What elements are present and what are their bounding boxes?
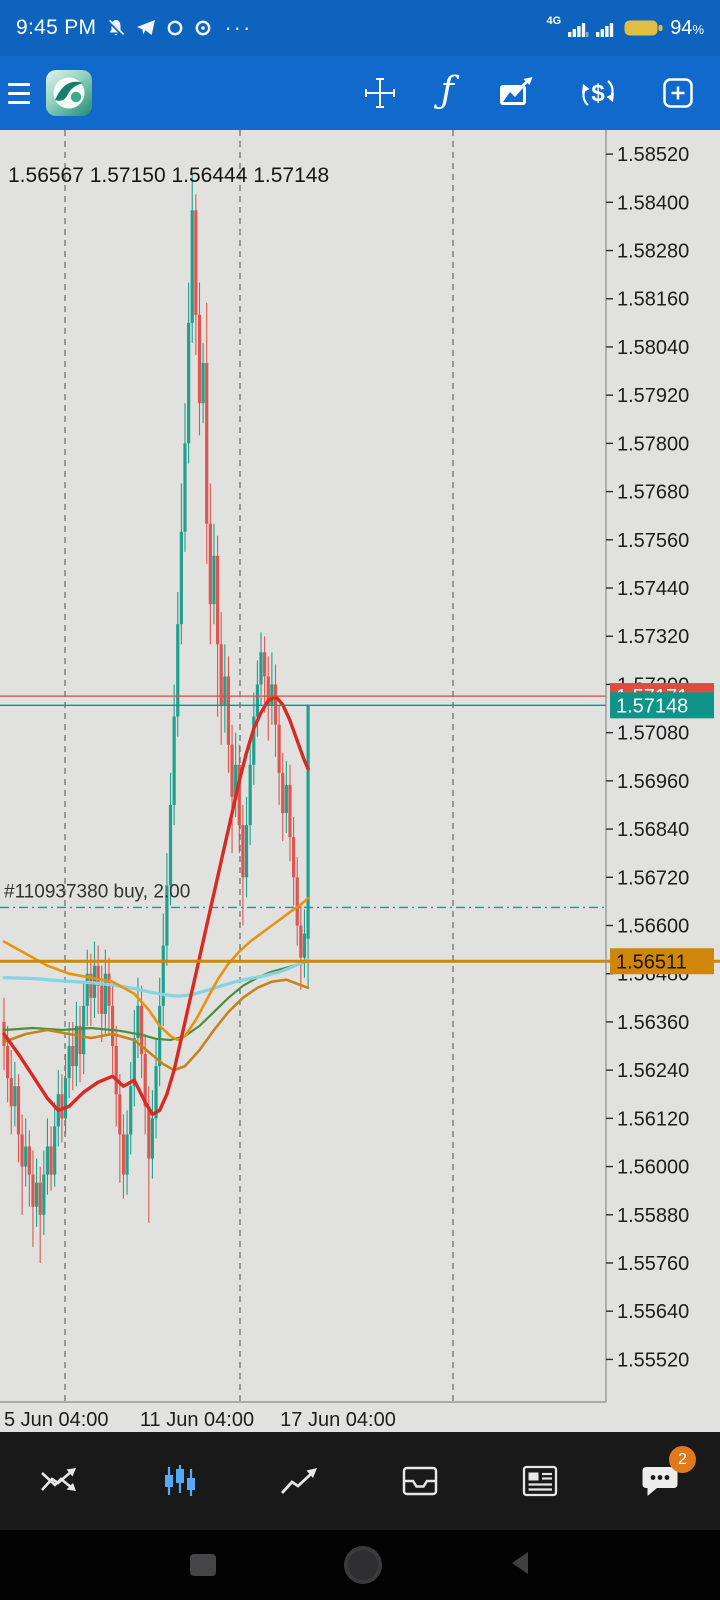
svg-text:1.57920: 1.57920 xyxy=(617,385,689,407)
chart-area[interactable]: 1.58520 1.58400 1.58280 1.58160 1.58040 1.579… xyxy=(0,130,720,1432)
svg-text:1.57560: 1.57560 xyxy=(617,530,689,552)
svg-text:1.57680: 1.57680 xyxy=(617,482,689,504)
nav-history-button[interactable] xyxy=(370,1438,470,1524)
back-triangle-icon xyxy=(512,1551,528,1574)
svg-text:1.56000: 1.56000 xyxy=(617,1157,689,1179)
ma-orange-slow xyxy=(2,978,310,1072)
svg-text:1.55880: 1.55880 xyxy=(617,1205,689,1227)
network-type-label: 4G xyxy=(546,15,562,27)
svg-text:1.58040: 1.58040 xyxy=(617,337,689,359)
candles-layer xyxy=(2,174,310,1263)
messages-badge: 2 xyxy=(669,1446,696,1473)
history-icon xyxy=(402,1466,438,1496)
svg-text:1.55760: 1.55760 xyxy=(617,1253,689,1275)
svg-text:1.55640: 1.55640 xyxy=(617,1301,689,1323)
svg-text:1.56360: 1.56360 xyxy=(617,1012,689,1034)
svg-text:$: $ xyxy=(591,80,605,107)
svg-text:1.58400: 1.58400 xyxy=(617,192,689,214)
svg-text:11 Jun 04:00: 11 Jun 04:00 xyxy=(140,1409,254,1431)
svg-text:1.56240: 1.56240 xyxy=(617,1060,689,1082)
battery-icon xyxy=(624,19,663,37)
ohlc-values: 1.56567 1.57150 1.56444 1.57148 xyxy=(8,164,329,187)
back-button[interactable] xyxy=(510,1551,530,1580)
more-icon: ··· xyxy=(224,15,253,40)
home-button[interactable] xyxy=(344,1546,382,1584)
ma-red xyxy=(2,694,310,1116)
period-separators xyxy=(64,130,454,1402)
orange-level-badge xyxy=(610,948,714,975)
ma-cyan xyxy=(2,958,310,998)
nav-messages-button[interactable]: 2 xyxy=(610,1438,710,1524)
svg-text:1.58160: 1.58160 xyxy=(617,289,689,311)
svg-text:1.57320: 1.57320 xyxy=(617,626,689,648)
svg-text:1.56120: 1.56120 xyxy=(617,1108,689,1130)
new-order-icon[interactable]: $ xyxy=(578,76,618,110)
quotes-icon xyxy=(41,1468,76,1491)
nav-news-button[interactable] xyxy=(490,1438,590,1524)
position-label: #110937380 buy, 2.00 xyxy=(4,881,190,902)
notification-muted-icon xyxy=(106,18,126,38)
menu-icon[interactable] xyxy=(8,82,30,104)
svg-text:1.56960: 1.56960 xyxy=(617,771,689,793)
news-icon xyxy=(522,1465,558,1497)
svg-text:1.55520: 1.55520 xyxy=(617,1349,689,1371)
svg-text:1.57148: 1.57148 xyxy=(616,695,688,717)
battery-percent: 94% xyxy=(670,16,704,39)
svg-text:1.56720: 1.56720 xyxy=(617,867,689,889)
chart-canvas[interactable]: 1.58520 1.58400 1.58280 1.58160 1.58040 1.579… xyxy=(0,130,720,1432)
app-circle-icon xyxy=(194,19,212,37)
svg-text:1.56511: 1.56511 xyxy=(616,951,687,973)
app-toolbar: ƒ $ xyxy=(0,56,720,130)
new-chart-icon[interactable] xyxy=(662,77,694,109)
ma-green xyxy=(2,959,310,1042)
svg-text:5 Jun 04:00: 5 Jun 04:00 xyxy=(4,1409,109,1431)
price-axis: 1.58520 1.58400 1.58280 1.58160 1.58040 1.579… xyxy=(606,144,689,1371)
svg-text:1.57440: 1.57440 xyxy=(617,578,689,600)
trade-icon xyxy=(280,1468,317,1494)
recents-button[interactable] xyxy=(190,1554,216,1576)
svg-text:17 Jun 04:00: 17 Jun 04:00 xyxy=(280,1409,396,1431)
status-bar: 9:45 PM ··· 4G 94% xyxy=(0,0,720,56)
messages-icon xyxy=(642,1467,678,1496)
nav-charts-button[interactable] xyxy=(130,1438,230,1524)
bid-price-badge xyxy=(610,692,714,719)
svg-text:1.57800: 1.57800 xyxy=(617,433,689,455)
time-axis: 5 Jun 04:00 11 Jun 04:00 17 Jun 04:00 xyxy=(4,1409,396,1431)
svg-text:1.58520: 1.58520 xyxy=(617,144,689,166)
app-circle-icon xyxy=(166,19,184,37)
app-logo[interactable] xyxy=(46,70,92,116)
telegram-icon xyxy=(136,19,156,37)
android-navigation-bar xyxy=(0,1530,720,1600)
svg-text:1.58280: 1.58280 xyxy=(617,241,689,263)
nav-trade-button[interactable] xyxy=(250,1438,350,1524)
objects-icon[interactable] xyxy=(498,77,534,109)
ma-orange-fast xyxy=(2,896,310,1042)
bottom-navigation: 2 xyxy=(0,1432,720,1530)
indicators-icon[interactable]: ƒ xyxy=(440,70,454,111)
metatrader-logo-icon xyxy=(53,77,85,109)
svg-text:1.56840: 1.56840 xyxy=(617,819,689,841)
signal-bars-icon xyxy=(596,20,617,37)
svg-text:1.56600: 1.56600 xyxy=(617,916,689,938)
nav-quotes-button[interactable] xyxy=(10,1438,110,1524)
charts-icon xyxy=(165,1465,195,1496)
crosshair-icon[interactable] xyxy=(363,76,397,110)
svg-text:1.57080: 1.57080 xyxy=(617,723,689,745)
signal-bars-icon xyxy=(568,20,589,37)
status-time: 9:45 PM xyxy=(16,16,97,39)
